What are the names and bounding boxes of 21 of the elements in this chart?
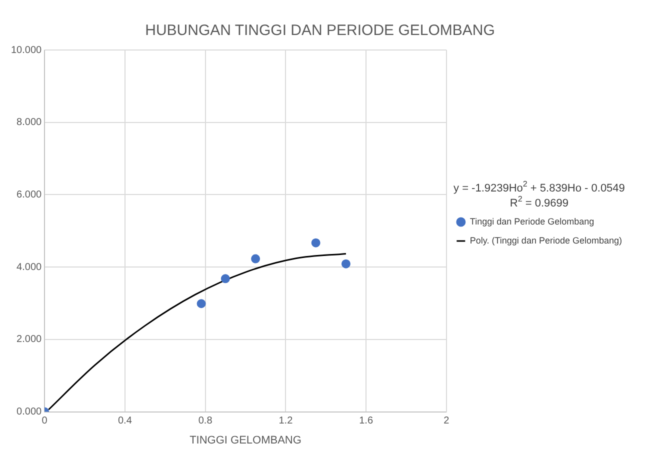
- chart-title: HUBUNGAN TINGGI DAN PERIODE GELOMBANG: [145, 22, 495, 40]
- y-tick-label: 4.000: [16, 262, 42, 273]
- x-tick-label: 0: [42, 416, 48, 427]
- y-tick-label: 0.000: [16, 406, 42, 418]
- point: [251, 254, 260, 264]
- x-tick-label: 1.2: [278, 416, 294, 427]
- x-tick-label: 1.6: [359, 416, 374, 427]
- y-tick-label: 10.000: [10, 44, 42, 56]
- x-tick-label: 0.4: [118, 416, 132, 427]
- point: [341, 259, 350, 268]
- point: [220, 274, 230, 284]
- x-tick-label: 0.8: [198, 416, 213, 427]
- legend-label: Poly. (Tinggi dan Periode Gelombang): [470, 235, 622, 246]
- y-tick-label: 8.000: [16, 117, 42, 128]
- legend-label: Tinggi dan Periode Gelombang: [470, 216, 594, 226]
- point: [196, 299, 206, 308]
- y-tick-label: 6.000: [16, 189, 42, 200]
- point: [311, 238, 320, 248]
- y-tick-label: 2.000: [16, 334, 42, 346]
- x-axis-title: TINGGI GELOMBANG: [190, 434, 302, 446]
- x-tick-label: 2: [444, 416, 450, 427]
